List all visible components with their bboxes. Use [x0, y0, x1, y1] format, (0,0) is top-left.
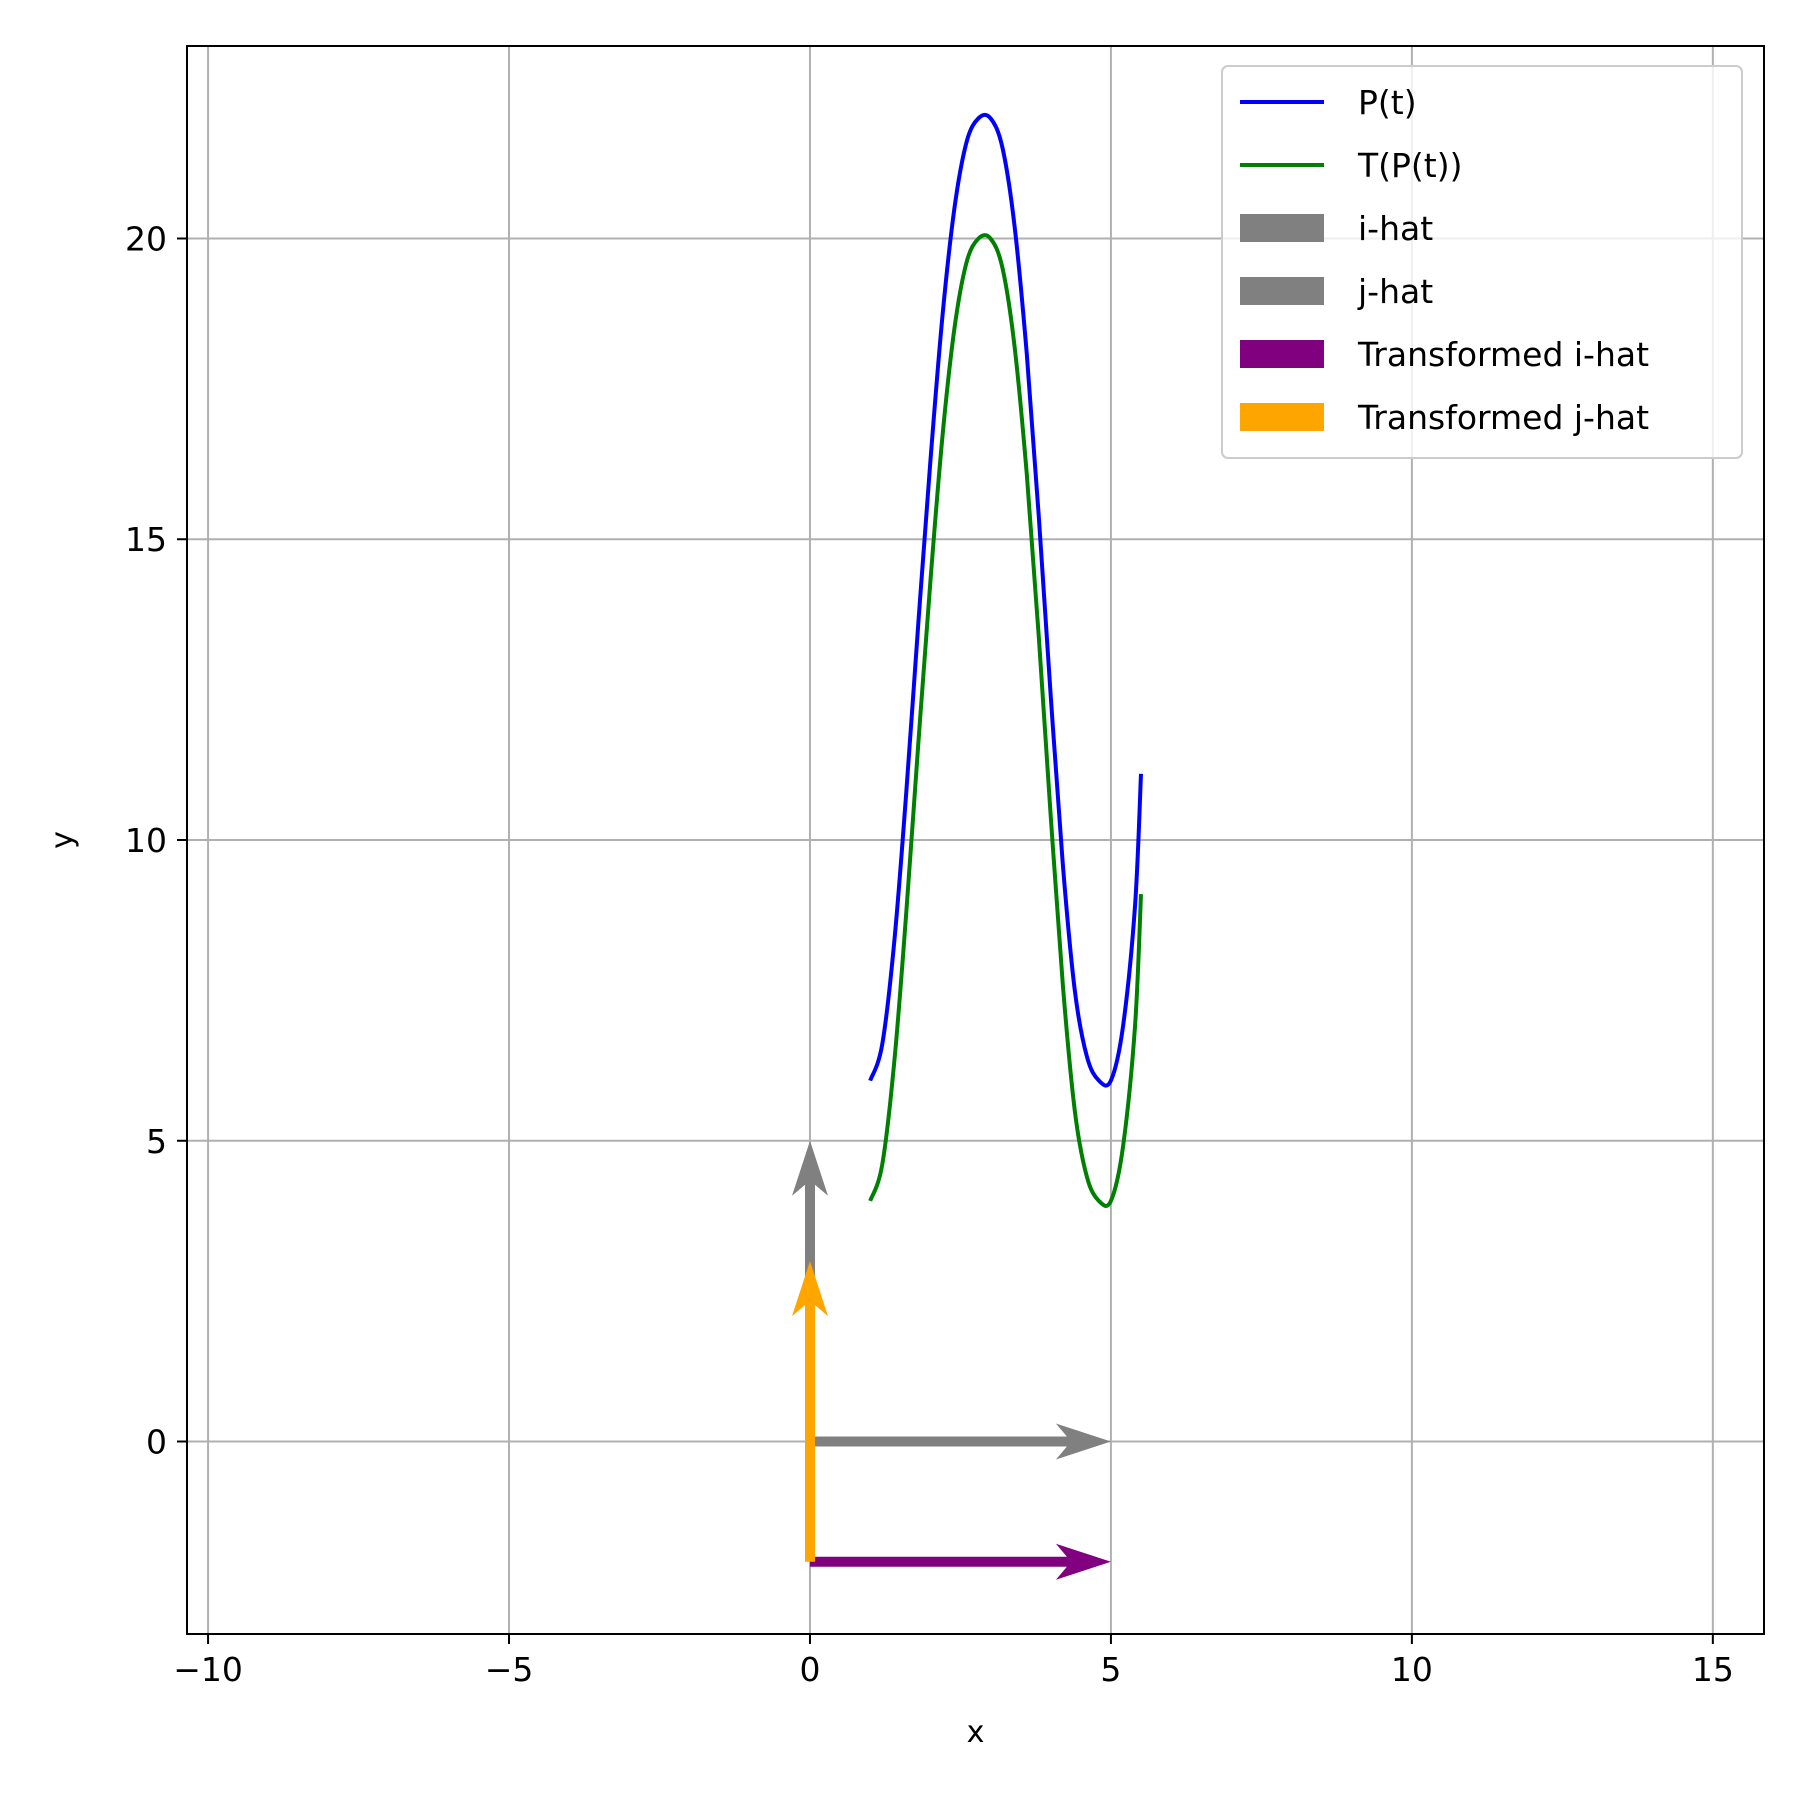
vectors-layer — [792, 1140, 1111, 1580]
series-line-t-p-t — [868, 233, 1143, 1208]
legend-label-t-p-t: T(P(t)) — [1357, 146, 1463, 185]
legend-box — [1221, 65, 1743, 459]
series-line-p-t — [868, 112, 1143, 1088]
series-layer — [868, 112, 1143, 1208]
x-tick-label: 15 — [1692, 1650, 1734, 1689]
legend-swatch-i-hat — [1240, 214, 1324, 242]
legend-label-transformed-i-hat: Transformed i-hat — [1357, 335, 1649, 374]
y-axis-ticks: 0 5 10 15 20 — [125, 219, 187, 1462]
x-tick-label: 0 — [799, 1650, 820, 1689]
legend-label-p-t: P(t) — [1358, 83, 1417, 122]
legend-label-i-hat: i-hat — [1358, 209, 1433, 248]
legend-label-transformed-j-hat: Transformed j-hat — [1357, 398, 1649, 437]
y-tick-label: 20 — [125, 219, 167, 258]
legend-swatch-transformed-j-hat — [1240, 403, 1324, 431]
x-tick-label: 5 — [1100, 1650, 1121, 1689]
legend-swatch-j-hat — [1240, 277, 1324, 305]
x-tick-label: 10 — [1391, 1650, 1433, 1689]
y-tick-label: 5 — [146, 1122, 167, 1161]
vector-i-hat — [810, 1423, 1111, 1460]
vector-transformed-j-hat — [792, 1261, 828, 1562]
legend-swatch-transformed-i-hat — [1240, 340, 1324, 368]
y-tick-label: 15 — [125, 520, 167, 559]
y-tick-label: 0 — [146, 1423, 167, 1462]
x-tick-label: −10 — [173, 1650, 243, 1689]
x-tick-label: −5 — [485, 1650, 534, 1689]
legend-label-j-hat: j-hat — [1357, 272, 1433, 311]
y-axis-label: y — [45, 831, 80, 849]
x-axis-label: x — [967, 1715, 985, 1750]
x-axis-ticks: −10 −5 0 5 10 15 — [173, 1634, 1734, 1689]
vector-transformed-i-hat — [810, 1543, 1111, 1580]
legend: P(t) T(P(t)) i-hat j-hat Transformed i-hat Tr… — [1221, 65, 1743, 459]
y-tick-label: 10 — [125, 821, 167, 860]
